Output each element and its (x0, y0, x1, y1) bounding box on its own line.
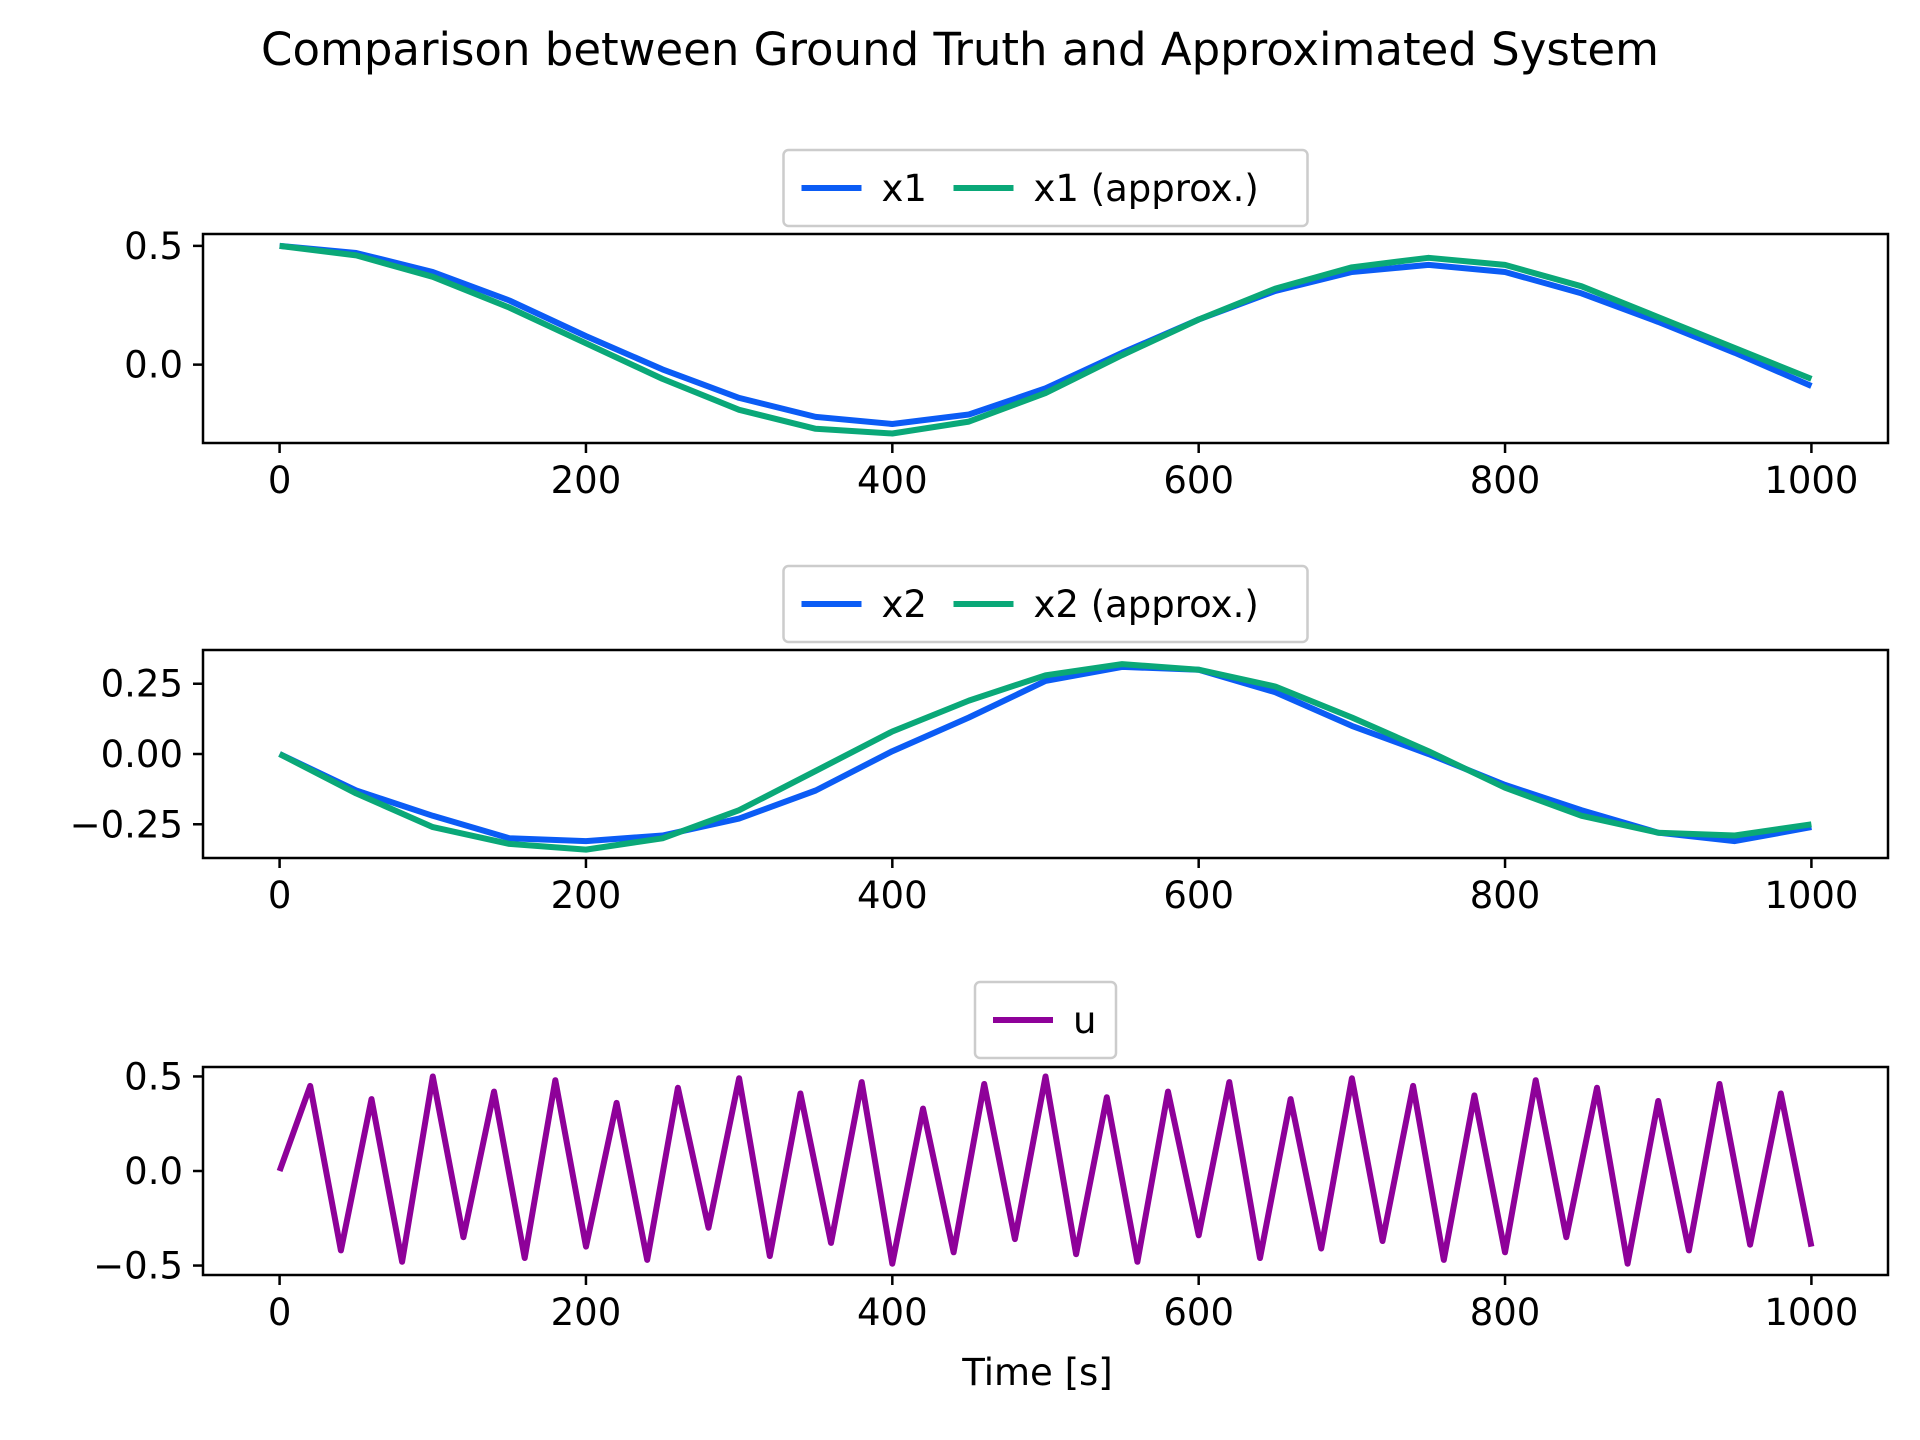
y-tick-label: 0.5 (124, 225, 183, 268)
legend-box (782, 148, 1309, 228)
y-tick-label: −0.5 (93, 1245, 183, 1288)
y-tick-label: 0.25 (101, 663, 183, 706)
legend: x2 x2 (approx.) (782, 564, 1309, 644)
x-tick-label: 200 (551, 459, 622, 502)
x-tick-label: 1000 (1764, 1291, 1858, 1334)
x-tick-label: 200 (551, 874, 622, 917)
x-tick-label: 0 (268, 874, 292, 917)
legend-label: u (1073, 999, 1096, 1042)
x-tick-label: 1000 (1764, 874, 1858, 917)
legend-label: x2 (882, 583, 927, 626)
series-line-x1-approx (279, 242, 1813, 437)
x-tick-label: 800 (1470, 459, 1541, 502)
y-tick-label: 0.0 (124, 1150, 183, 1193)
series-line-u (276, 1073, 1815, 1267)
x-tick-label: 0 (268, 459, 292, 502)
y-tick-label: 0.00 (101, 733, 183, 776)
series-line-x2-approx (278, 661, 1812, 853)
legend-label: x1 (882, 167, 927, 210)
x-tick-label: 600 (1163, 459, 1234, 502)
subplot-3: 0 200 400 600 800 1000 0.5 0.0 −0.5 Time [s] u (93, 980, 1890, 1394)
chart-title: Comparison between Ground Truth and Appr… (261, 23, 1659, 76)
subplot-2: 0 200 400 600 800 1000 0.25 0.00 −0.25 x2 x2 (appr… (70, 564, 1890, 917)
x-tick-label: 800 (1470, 874, 1541, 917)
x-tick-label: 400 (857, 459, 928, 502)
y-tick-label: 0.0 (124, 344, 183, 387)
x-tick-label: 0 (268, 1291, 292, 1334)
series-line-x2 (278, 663, 1812, 845)
subplot-1: 0 200 400 600 800 1000 0.5 0.0 x1 x1 (approx.) (124, 148, 1890, 502)
x-tick-label: 400 (857, 874, 928, 917)
x-tick-label: 200 (551, 1291, 622, 1334)
legend: u (973, 980, 1118, 1060)
legend-label: x2 (approx.) (1034, 583, 1259, 626)
x-axis-label: Time [s] (961, 1351, 1112, 1394)
x-tick-label: 800 (1470, 1291, 1541, 1334)
y-tick-label: 0.5 (124, 1055, 183, 1098)
x-tick-label: 600 (1163, 1291, 1234, 1334)
x-tick-label: 1000 (1764, 459, 1858, 502)
series-line-x1 (279, 242, 1813, 427)
axes-frame (201, 232, 1890, 445)
legend: x1 x1 (approx.) (782, 148, 1309, 228)
x-tick-label: 400 (857, 1291, 928, 1334)
x-tick-label: 600 (1163, 874, 1234, 917)
legend-box (782, 564, 1309, 644)
y-tick-label: −0.25 (70, 803, 183, 846)
legend-label: x1 (approx.) (1034, 167, 1259, 210)
